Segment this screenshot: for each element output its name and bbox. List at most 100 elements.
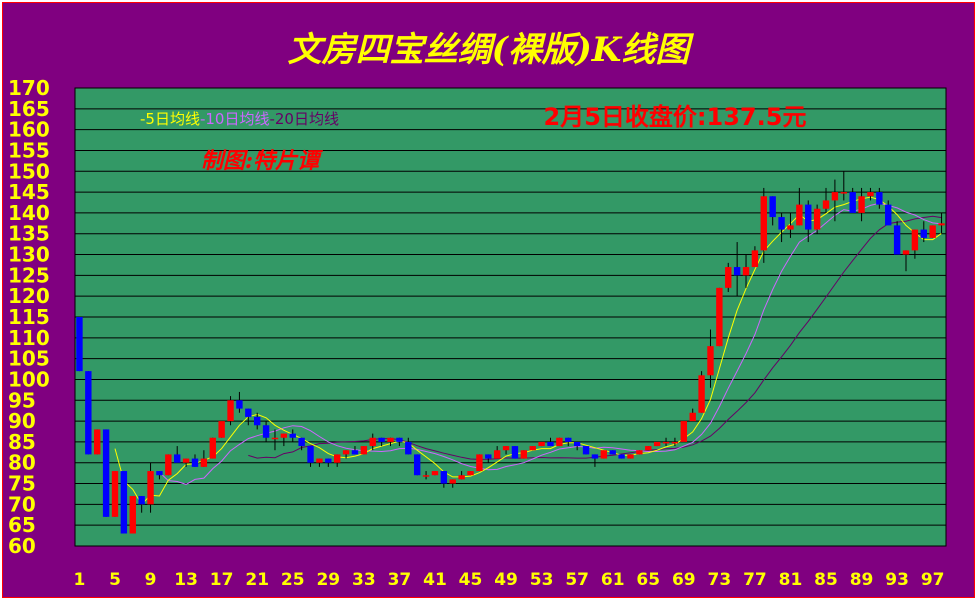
candle-body-up — [858, 196, 865, 213]
candle-body-up — [751, 250, 759, 268]
candle — [582, 446, 590, 455]
candle-body-up — [387, 437, 394, 442]
candle-body-down — [876, 192, 883, 205]
candle — [280, 433, 288, 447]
candle-body-down — [298, 437, 305, 447]
candle — [342, 450, 350, 459]
candle-body-up — [271, 437, 279, 440]
candle-body-down — [289, 433, 296, 438]
candle — [85, 371, 92, 455]
candle — [698, 371, 705, 413]
x-tick-label: 57 — [565, 570, 589, 590]
candle-body-up — [813, 208, 821, 230]
candle — [920, 221, 927, 243]
candle-body-down — [413, 454, 421, 476]
candle — [716, 287, 723, 347]
candle — [360, 446, 368, 455]
candle-body-up — [662, 441, 670, 444]
candle — [271, 429, 279, 451]
candle-body-down — [565, 437, 572, 442]
candle-body-up — [200, 458, 208, 467]
candle-body-down — [769, 196, 776, 218]
y-tick-label: 90 — [8, 409, 36, 433]
x-tick-label: 45 — [459, 570, 483, 590]
candle — [485, 454, 492, 463]
candle-body-down — [174, 454, 181, 463]
candle-body-down — [547, 441, 554, 447]
candle — [502, 446, 510, 455]
candle-body-up — [556, 437, 563, 447]
y-tick-label: 110 — [8, 326, 50, 350]
candle — [76, 317, 83, 372]
candle — [102, 429, 110, 517]
legend-ma20: -20日均线 — [269, 110, 339, 128]
candle — [351, 446, 359, 455]
y-tick-label: 140 — [8, 201, 50, 225]
candle — [618, 454, 625, 459]
candle — [458, 471, 465, 480]
candle — [493, 446, 501, 459]
candle — [129, 496, 136, 534]
y-tick-label: 135 — [8, 222, 50, 246]
candle-body-up — [725, 267, 732, 288]
candle — [120, 471, 128, 534]
candle — [547, 437, 554, 447]
candle — [182, 458, 190, 467]
candle — [396, 437, 403, 447]
candle-body-up — [520, 450, 528, 459]
x-tick-label: 49 — [494, 570, 518, 590]
candle — [671, 437, 679, 447]
candle-body-up — [431, 471, 439, 476]
candle — [325, 458, 332, 467]
candle-body-up — [760, 196, 768, 251]
candle-body-up — [449, 479, 456, 484]
x-tick-label: 25 — [281, 570, 305, 590]
candle-body-down — [609, 450, 616, 455]
candle-body-up — [636, 450, 643, 455]
x-tick-label: 29 — [316, 570, 340, 590]
candle — [369, 433, 376, 451]
candle — [662, 437, 670, 447]
candle — [538, 441, 545, 447]
candle — [200, 450, 208, 467]
candle-body-up — [422, 475, 430, 477]
candle — [565, 437, 572, 447]
chart-subtitle: 2月5日收盘价:137.5元 — [544, 103, 807, 131]
candle — [645, 446, 652, 451]
candle-body-down — [778, 217, 785, 230]
candle — [262, 421, 270, 442]
candle — [253, 412, 261, 430]
candle — [405, 437, 412, 455]
y-tick-label: 75 — [8, 472, 36, 496]
x-axis-labels: 1 5 9 13 17 21 25 29 33 37 41 45 49 53 57 61 65 69 73 77 81 8… — [74, 570, 945, 590]
candle — [636, 450, 643, 455]
candle-body-up — [94, 429, 101, 455]
candle — [431, 471, 439, 476]
author-credit: 制图:特片谭 — [201, 148, 324, 174]
candle-body-up — [831, 192, 839, 201]
candle-body-down — [893, 225, 901, 255]
x-tick-label: 81 — [779, 570, 803, 590]
candle-body-up — [911, 229, 919, 251]
candle — [858, 187, 865, 222]
candle-body-down — [378, 437, 385, 442]
x-tick-label: 77 — [743, 570, 767, 590]
candle — [476, 454, 483, 472]
y-tick-label: 105 — [8, 347, 50, 371]
candle-body-down — [156, 471, 163, 476]
x-tick-label: 65 — [636, 570, 660, 590]
x-tick-label: 37 — [388, 570, 412, 590]
candle — [191, 454, 199, 467]
candle-body-up — [360, 446, 368, 455]
y-tick-label: 155 — [8, 138, 50, 162]
candle-body-down — [253, 416, 261, 426]
candle — [94, 429, 101, 455]
y-tick-label: 160 — [8, 118, 50, 142]
candle — [769, 196, 776, 226]
y-tick-label: 130 — [8, 243, 50, 267]
candle — [742, 254, 750, 288]
candle-body-down — [307, 446, 314, 463]
candle — [751, 246, 759, 268]
candle — [787, 212, 794, 238]
candle-body-up — [218, 421, 225, 438]
